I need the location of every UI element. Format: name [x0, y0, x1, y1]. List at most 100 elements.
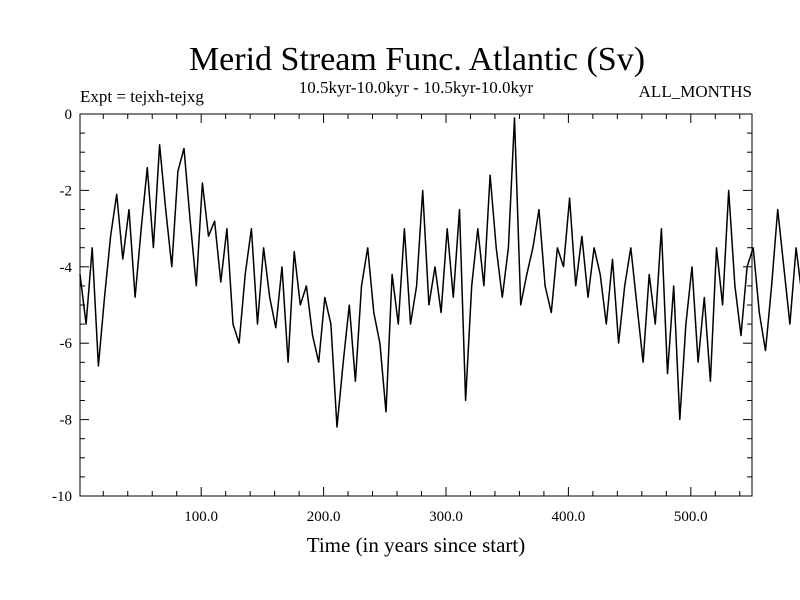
data-point: [679, 419, 681, 421]
data-point: [618, 342, 620, 344]
data-point: [471, 285, 473, 287]
data-point: [532, 247, 534, 249]
data-point: [722, 304, 724, 306]
data-point: [685, 323, 687, 325]
data-point: [666, 373, 669, 375]
y-tick-label: 0: [65, 107, 73, 123]
data-point: [764, 350, 767, 352]
data-point: [758, 312, 760, 314]
data-point: [544, 285, 546, 287]
data-point: [195, 285, 197, 287]
data-point: [409, 323, 412, 325]
data-point: [452, 296, 454, 298]
data-point: [501, 296, 503, 298]
x-tick-label: 100.0: [184, 509, 218, 525]
y-tick-label: -6: [60, 336, 73, 352]
data-point: [648, 273, 650, 275]
data-point: [691, 266, 693, 268]
data-point: [171, 266, 173, 268]
data-point: [305, 285, 307, 287]
data-point: [159, 144, 161, 146]
plot-frame: [79, 113, 753, 497]
data-point: [575, 285, 577, 287]
y-tick-label: -10: [52, 489, 72, 505]
data-point: [318, 361, 320, 363]
data-point: [581, 235, 583, 237]
data-point: [477, 228, 479, 230]
data-point: [734, 285, 736, 287]
data-point: [146, 166, 148, 169]
data-point: [367, 247, 369, 249]
y-tick-label: -8: [60, 413, 73, 429]
data-point: [434, 266, 436, 268]
series-line: [79, 117, 800, 428]
data-point: [422, 189, 424, 191]
data-point: [697, 361, 699, 363]
data-point: [489, 174, 491, 176]
data-point: [348, 304, 350, 306]
chart-subtitle: 10.5kyr-10.0kyr - 10.5kyr-10.0kyr: [299, 78, 534, 97]
data-point: [654, 323, 656, 325]
x-tick-label: 300.0: [429, 509, 463, 525]
data-point: [354, 380, 356, 382]
data-point: [483, 285, 485, 287]
data-point: [116, 193, 118, 195]
data-point: [458, 208, 461, 211]
data-point: [624, 285, 626, 287]
data-point: [299, 304, 301, 306]
data-point: [403, 228, 405, 230]
data-point: [330, 323, 332, 325]
data-point: [232, 323, 234, 325]
data-point: [165, 208, 167, 211]
data-point: [385, 411, 387, 413]
x-tick-label: 200.0: [307, 509, 341, 525]
data-point: [777, 208, 779, 211]
data-point: [520, 304, 522, 306]
data-point: [550, 312, 552, 314]
data-point: [771, 285, 773, 287]
data-point: [630, 247, 632, 249]
data-point: [220, 281, 222, 283]
data-point: [526, 273, 528, 275]
chart-title: Merid Stream Func. Atlantic (Sv): [189, 41, 645, 78]
data-point: [275, 327, 277, 329]
data-point: [263, 247, 265, 249]
data-point: [752, 247, 754, 249]
data-point: [256, 323, 259, 325]
data-point: [507, 247, 509, 249]
expt-label: Expt = tejxh-tejxg: [80, 87, 204, 106]
data-point: [397, 323, 399, 325]
x-axis-label: Time (in years since start): [307, 533, 526, 557]
data-point: [556, 247, 559, 249]
y-tick-label: -4: [60, 260, 73, 276]
data-point: [789, 323, 791, 325]
data-point: [562, 266, 565, 268]
data-point: [134, 296, 136, 298]
data-point: [636, 304, 638, 306]
data-point: [97, 365, 99, 367]
data-point: [214, 220, 216, 222]
data-point: [177, 170, 179, 172]
data-point: [783, 266, 785, 268]
data-point: [238, 342, 240, 344]
data-point: [605, 323, 607, 325]
data-point: [795, 247, 797, 249]
data-point: [342, 361, 344, 363]
data-point: [201, 182, 203, 184]
data-point: [152, 247, 154, 249]
data-point: [416, 285, 418, 287]
data-point: [269, 296, 271, 298]
data-point: [379, 342, 381, 344]
data-point: [324, 296, 326, 298]
data-point: [189, 220, 191, 222]
data-point: [715, 247, 718, 249]
data-point: [91, 247, 93, 249]
data-point: [183, 147, 185, 149]
data-point: [140, 228, 142, 230]
data-point: [103, 296, 106, 298]
data-point: [569, 197, 571, 199]
data-point: [709, 380, 712, 382]
data-point: [207, 235, 210, 237]
data-point: [673, 285, 675, 287]
data-point: [642, 361, 644, 363]
